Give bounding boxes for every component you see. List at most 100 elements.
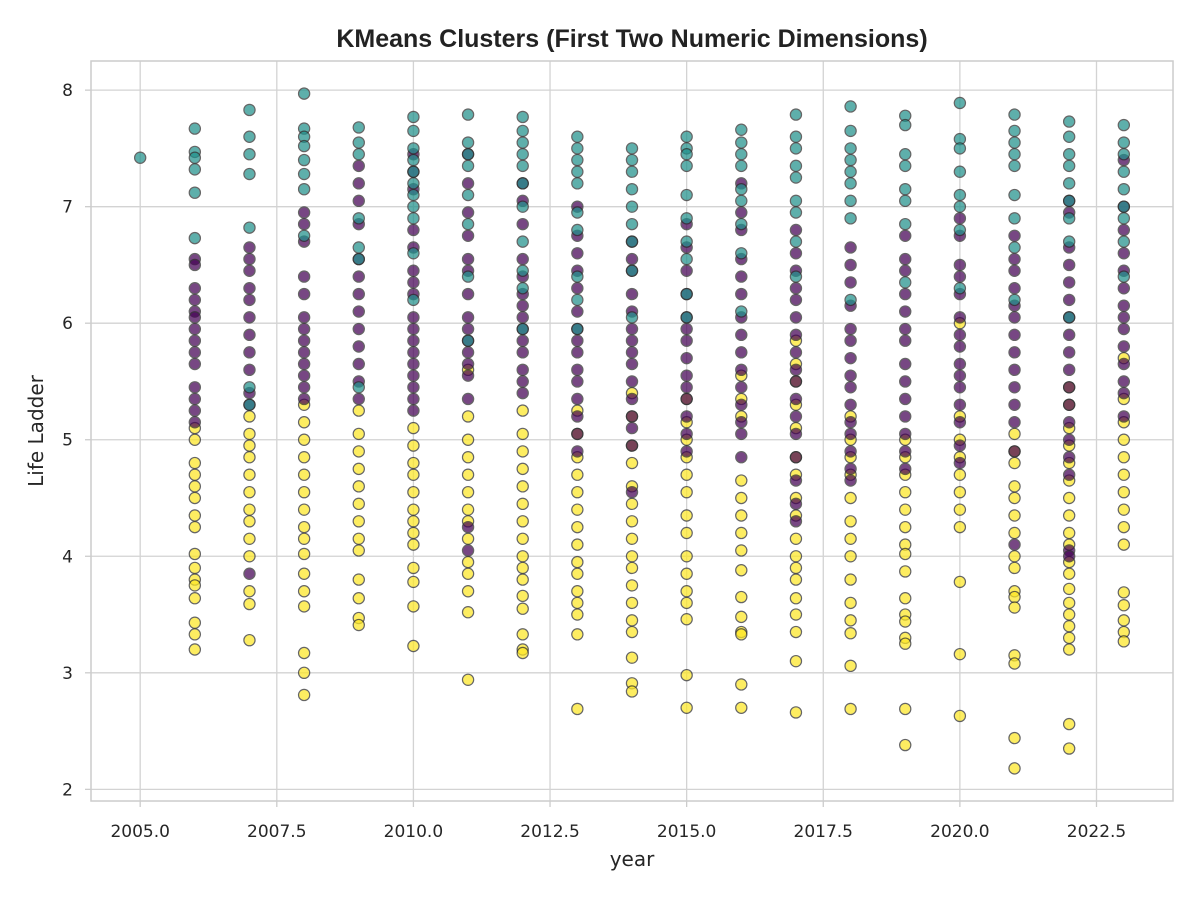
data-point-cluster-2 — [297, 416, 311, 429]
data-point-cluster-1 — [680, 212, 693, 225]
data-point-cluster-1 — [735, 148, 748, 161]
data-point-cluster-0 — [953, 398, 967, 411]
data-point-cluster-2 — [735, 491, 748, 505]
data-point-cluster-2 — [844, 702, 857, 716]
data-point-cluster-1 — [243, 148, 256, 161]
data-point-cluster-0 — [352, 392, 365, 406]
data-point-cluster-2 — [516, 480, 529, 493]
data-point-cluster-0 — [188, 282, 202, 295]
data-point-cluster-1 — [953, 200, 967, 213]
data-point-cluster-2 — [243, 633, 256, 647]
data-point-cluster-1 — [953, 96, 967, 110]
data-point-cluster-0 — [1062, 276, 1076, 289]
data-point-cluster-0 — [516, 334, 529, 347]
data-point-cluster-1 — [516, 200, 529, 213]
data-point-cluster-2 — [625, 685, 639, 698]
data-point-cluster-2 — [844, 550, 857, 563]
data-point-cluster-1 — [571, 322, 584, 336]
data-point-cluster-0 — [407, 346, 420, 359]
data-point-cluster-2 — [735, 509, 748, 522]
data-point-cluster-1 — [625, 217, 639, 231]
data-point-cluster-1 — [625, 235, 639, 248]
data-point-cluster-0 — [953, 340, 967, 353]
data-point-cluster-0 — [899, 322, 912, 336]
data-point-cluster-2 — [243, 503, 256, 516]
data-point-cluster-0 — [680, 427, 693, 441]
x-tick-label: 2010.0 — [384, 822, 443, 842]
data-point-cluster-1 — [1117, 136, 1131, 149]
data-point-cluster-2 — [571, 555, 584, 569]
plot-frame — [90, 60, 1174, 802]
x-tick-label: 2017.5 — [794, 822, 853, 842]
data-point-cluster-1 — [571, 223, 584, 237]
data-point-cluster-0 — [680, 369, 693, 382]
data-point-cluster-0 — [899, 357, 912, 371]
data-point-cluster-1 — [516, 110, 529, 124]
data-point-cluster-1 — [461, 136, 475, 149]
data-point-cluster-2 — [188, 561, 202, 575]
data-point-cluster-2 — [407, 468, 420, 481]
data-point-cluster-0 — [516, 299, 529, 312]
data-point-cluster-0 — [1062, 381, 1076, 394]
data-point-cluster-0 — [407, 369, 420, 382]
data-point-cluster-2 — [1062, 643, 1076, 656]
data-points — [133, 87, 1131, 775]
data-point-cluster-0 — [516, 363, 529, 377]
data-point-cluster-2 — [1008, 601, 1021, 614]
data-point-cluster-0 — [571, 334, 584, 347]
data-point-cluster-0 — [188, 357, 202, 371]
data-point-cluster-2 — [1117, 599, 1131, 612]
data-point-cluster-2 — [243, 439, 256, 452]
data-point-cluster-2 — [899, 485, 912, 499]
x-tick-label: 2007.5 — [247, 822, 306, 842]
data-point-cluster-2 — [844, 573, 857, 586]
data-point-cluster-2 — [516, 646, 529, 660]
data-point-cluster-2 — [243, 427, 256, 441]
data-point-cluster-1 — [1117, 148, 1131, 161]
x-axis-label: year — [610, 847, 655, 871]
data-point-cluster-2 — [571, 468, 584, 481]
data-point-cluster-2 — [1117, 468, 1131, 481]
data-point-cluster-2 — [188, 433, 202, 446]
data-point-cluster-0 — [953, 381, 967, 394]
data-point-cluster-0 — [516, 252, 529, 266]
data-point-cluster-0 — [680, 334, 693, 347]
data-point-cluster-0 — [243, 567, 256, 580]
data-point-cluster-0 — [571, 392, 584, 406]
data-point-cluster-0 — [625, 421, 639, 435]
data-point-cluster-1 — [297, 87, 311, 100]
data-point-cluster-1 — [625, 200, 639, 213]
y-tick-label: 4 — [62, 547, 73, 567]
data-point-cluster-1 — [899, 148, 912, 161]
data-point-cluster-0 — [844, 351, 857, 365]
data-point-cluster-0 — [1117, 375, 1131, 388]
data-point-cluster-0 — [789, 282, 803, 295]
data-point-cluster-1 — [461, 217, 475, 231]
data-point-cluster-0 — [844, 416, 857, 429]
data-point-cluster-1 — [1117, 270, 1131, 283]
data-point-cluster-2 — [625, 651, 639, 664]
data-point-cluster-2 — [516, 515, 529, 528]
data-point-cluster-2 — [789, 608, 803, 621]
data-point-cluster-1 — [516, 124, 529, 138]
data-point-cluster-0 — [571, 305, 584, 318]
axis-ticks: 2005.0 2007.5 2010.0 2012.5 2015.0 2017.5 2020… — [62, 81, 1126, 842]
data-point-cluster-0 — [1008, 282, 1021, 295]
data-point-cluster-0 — [680, 264, 693, 277]
data-point-cluster-2 — [899, 738, 912, 752]
data-point-cluster-2 — [516, 628, 529, 641]
data-point-cluster-1 — [625, 264, 639, 277]
data-point-cluster-0 — [680, 392, 693, 406]
data-point-cluster-2 — [188, 468, 202, 481]
x-tick-label: 2005.0 — [110, 822, 169, 842]
data-point-cluster-0 — [899, 375, 912, 388]
data-point-cluster-2 — [789, 561, 803, 575]
data-point-cluster-0 — [789, 311, 803, 324]
data-point-cluster-0 — [1117, 311, 1131, 324]
data-point-cluster-1 — [789, 270, 803, 283]
data-point-cluster-1 — [571, 153, 584, 167]
data-point-cluster-0 — [461, 322, 475, 336]
data-point-cluster-1 — [953, 282, 967, 295]
data-point-cluster-0 — [789, 375, 803, 388]
